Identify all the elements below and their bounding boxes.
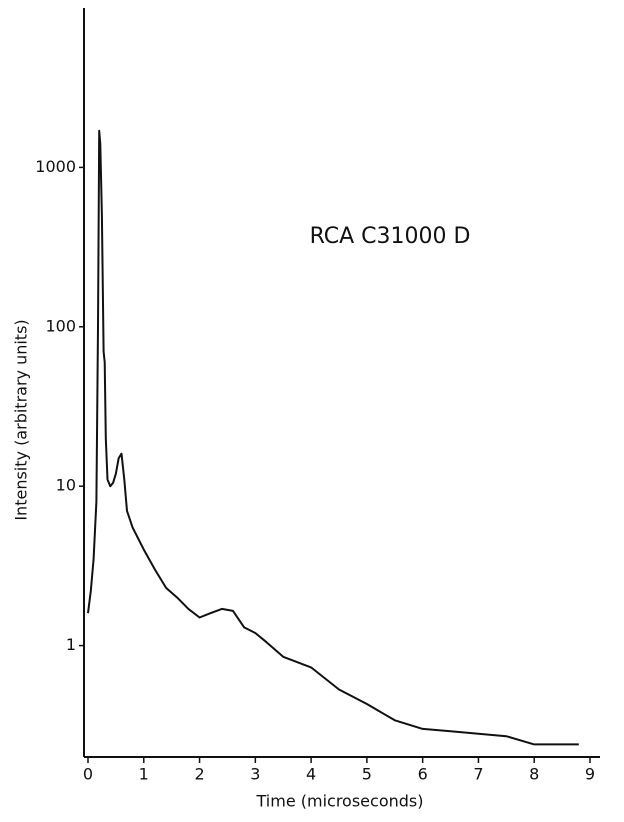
x-tick-label: 1 xyxy=(139,765,149,784)
y-tick-label: 10 xyxy=(56,476,76,495)
y-tick-label: 1000 xyxy=(35,157,76,176)
x-tick-label: 7 xyxy=(473,765,483,784)
x-tick-label: 9 xyxy=(585,765,595,784)
x-tick-label: 0 xyxy=(83,765,93,784)
x-tick-label: 4 xyxy=(306,765,316,784)
x-tick-label: 8 xyxy=(529,765,539,784)
annotation: RCA C31000 D xyxy=(310,224,471,249)
data-line xyxy=(87,129,579,746)
x-tick-label: 3 xyxy=(250,765,260,784)
x-tick-label: 2 xyxy=(194,765,204,784)
y-tick-label: 1 xyxy=(66,635,76,654)
x-tick-label: 6 xyxy=(418,765,428,784)
y-tick-label: 100 xyxy=(45,316,76,335)
x-tick-label: 5 xyxy=(362,765,372,784)
x-axis-label: Time (microseconds) xyxy=(256,792,424,811)
y-axis-label: Intensity (arbitrary units) xyxy=(12,319,31,520)
